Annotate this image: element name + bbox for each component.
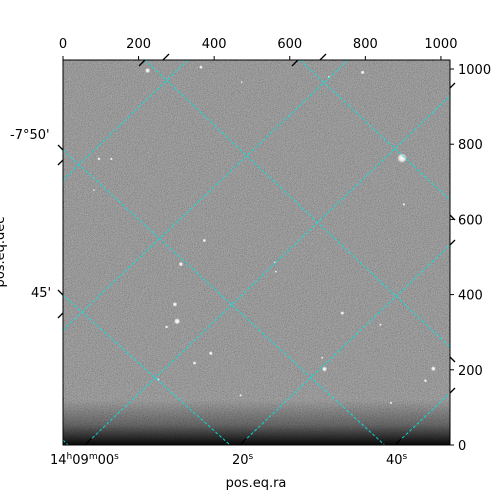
- dec-grid-line-3: [63, 294, 231, 445]
- plot-frame: [62, 59, 451, 446]
- dec-left-tick-3: [57, 289, 64, 296]
- ra-tick-label-3: 40s: [386, 452, 408, 468]
- star-18: [379, 323, 382, 326]
- stars: [92, 65, 436, 405]
- dec-right-tick-4: [449, 214, 456, 221]
- star-20: [192, 361, 197, 365]
- ra-tick-label-2: 20s: [232, 452, 254, 468]
- y-axis-title: pos.eq.dec: [0, 217, 8, 288]
- star-2: [199, 65, 203, 69]
- star-19: [208, 351, 213, 356]
- star-9: [109, 157, 113, 161]
- ra-grid-line-4: [394, 392, 450, 445]
- star-3: [360, 70, 365, 75]
- top-tick-label-400: 400: [202, 37, 227, 52]
- right-tick-label-800: 800: [458, 138, 483, 153]
- ra-tick-label-1: 14h09m00s: [50, 452, 119, 468]
- right-tick-label-600: 600: [458, 213, 483, 228]
- star-7: [402, 202, 406, 206]
- star-12: [178, 261, 184, 267]
- star-22: [321, 356, 324, 359]
- dec-right-tick-3: [449, 387, 456, 394]
- star-13: [172, 302, 178, 307]
- star-28: [273, 261, 276, 264]
- dec-top-tick-2: [291, 59, 299, 67]
- top-tick-label-200: 200: [126, 37, 151, 52]
- x-axis-title: pos.eq.ra: [226, 476, 287, 491]
- right-tick-label-0: 0: [458, 439, 466, 454]
- right-axis: 0 200 400 600 800 1000: [450, 63, 491, 454]
- top-axis: 0 200 400 600 800 1000: [59, 37, 457, 60]
- dec-right-tick-1: [449, 82, 456, 89]
- dec-top-tick-1: [138, 59, 146, 67]
- star-27: [389, 401, 393, 405]
- star-26: [239, 394, 242, 397]
- dec-left-tick-1: [57, 144, 64, 151]
- right-tick-label-1000: 1000: [458, 63, 491, 78]
- star-1: [145, 67, 151, 74]
- dec-tick-label-2: 45': [31, 286, 51, 301]
- star-16: [274, 270, 277, 273]
- star-15: [164, 325, 169, 329]
- top-tick-label-0: 0: [59, 37, 67, 52]
- dec-grid-line-5: [63, 439, 69, 445]
- coordinate-grid: [63, 60, 450, 445]
- dec-top-tick-3: [162, 53, 170, 61]
- ra-axis-ticks: [57, 53, 456, 446]
- ra-tick-3: [394, 438, 402, 446]
- star-17: [340, 311, 345, 315]
- star-5: [240, 81, 243, 84]
- star-21: [321, 366, 328, 372]
- top-tick-label-600: 600: [277, 37, 302, 52]
- star-10: [92, 189, 95, 192]
- ra-grid-line-5: [63, 60, 189, 181]
- dec-grid-line-2: [63, 149, 386, 445]
- ra-tick-2: [239, 438, 247, 446]
- right-tick-label-400: 400: [458, 289, 483, 304]
- right-tick-label-200: 200: [458, 364, 483, 379]
- star-14: [174, 318, 181, 325]
- dec-left-tick-2: [57, 159, 64, 166]
- star-8: [97, 157, 101, 161]
- star-23: [430, 366, 436, 372]
- dec-grid-line-4: [299, 60, 450, 201]
- ra-tick-1: [84, 438, 92, 446]
- dec-left-tick-4: [57, 312, 64, 319]
- star-24: [423, 379, 428, 383]
- top-tick-label-800: 800: [353, 37, 378, 52]
- star-11: [202, 238, 207, 243]
- ra-grid-line-3: [239, 244, 450, 445]
- dec-right-tick-5: [449, 356, 456, 363]
- dec-top-tick-4: [319, 53, 327, 61]
- dec-right-tick-2: [449, 239, 456, 246]
- ra-grid-line-1: [63, 60, 349, 331]
- dec-tick-label-1: -7°50': [10, 128, 50, 143]
- sky-image: [63, 60, 450, 445]
- top-tick-label-1000: 1000: [424, 37, 457, 52]
- star-6: [397, 153, 407, 163]
- ra-grid-line-2: [84, 95, 450, 445]
